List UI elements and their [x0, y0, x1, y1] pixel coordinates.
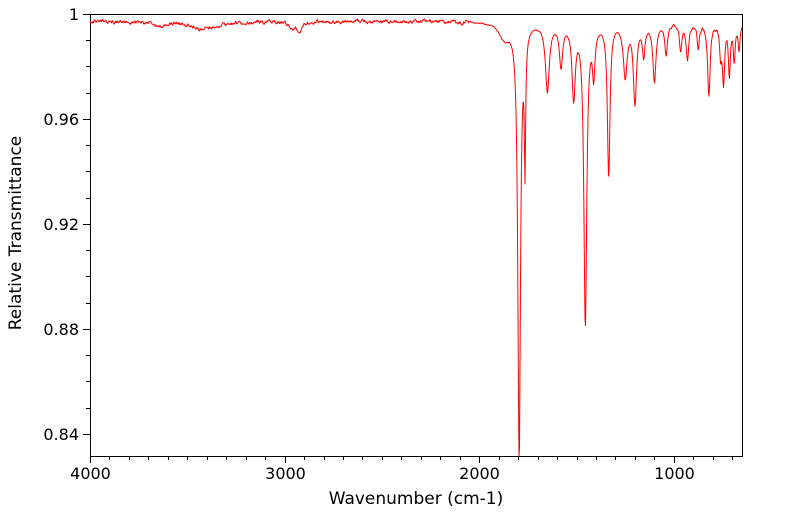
plot-border — [90, 14, 743, 457]
x-axis-title: Wavenumber (cm-1) — [328, 489, 504, 509]
x-tick-label: 4000 — [70, 464, 111, 483]
y-tick-label: 0.88 — [43, 320, 79, 339]
y-tick-label: 0.96 — [43, 110, 79, 129]
x-tick-label: 3000 — [265, 464, 306, 483]
y-tick-label: 0.92 — [43, 215, 79, 234]
spectrum-line — [89, 18, 743, 457]
y-axis-title: Relative Transmittance — [6, 135, 26, 331]
y-tick-label: 1 — [69, 5, 79, 24]
y-tick-label: 0.84 — [43, 425, 79, 444]
x-tick-label: 1000 — [654, 464, 695, 483]
x-tick-label: 2000 — [459, 464, 500, 483]
